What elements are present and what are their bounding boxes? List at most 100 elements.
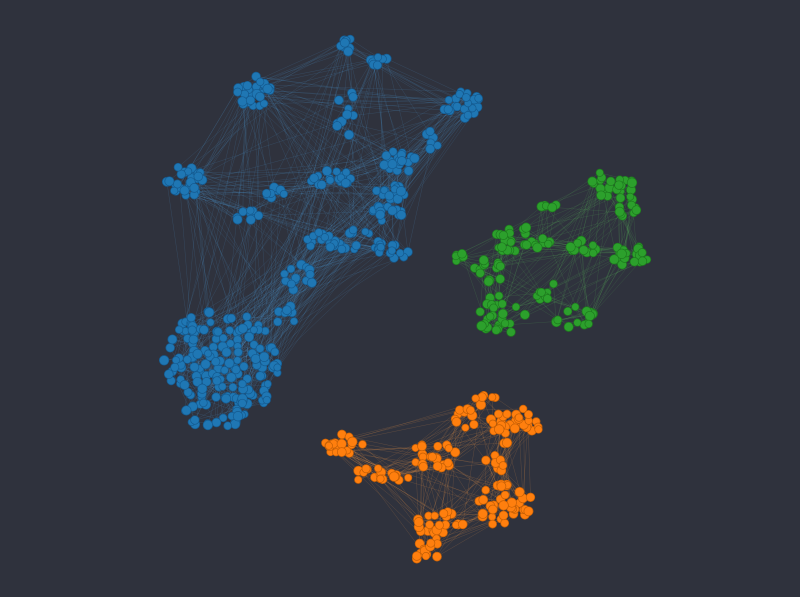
graph-edge [194,194,393,246]
graph-node [461,423,470,432]
graph-node [497,299,507,309]
graph-node [280,269,289,279]
graph-node [495,274,505,284]
graph-node [218,382,227,391]
graph-node [433,441,443,451]
graph-node [425,144,436,154]
graph-edge [262,84,355,250]
graph-edge [242,42,346,399]
graph-edge [448,424,475,449]
graph-edge [353,101,471,116]
graph-node [444,95,453,105]
graph-node [343,46,354,57]
graph-node [451,417,462,427]
graph-edge [377,65,385,166]
graph-node [228,382,238,392]
graph-edge [250,219,302,265]
graph-node [221,347,232,358]
graph-edge [348,134,370,234]
graph-node [491,325,501,335]
graph-edge [184,152,403,191]
graph-node [325,176,335,185]
graph-edge [312,178,330,237]
graph-node [498,230,509,240]
graph-node [231,365,241,375]
graph-edge [291,241,379,313]
graph-edge [182,331,188,360]
graph-node [189,362,200,372]
graph-node [439,508,449,519]
graph-edge [269,87,322,240]
graph-node [361,464,371,474]
graph-edge [498,264,542,293]
graph-node [204,349,213,358]
graph-edge [285,242,383,282]
graph-edge [248,89,471,103]
graph-node [412,551,422,561]
graph-edge [482,470,502,517]
graph-edge [493,242,578,309]
graph-node [542,294,553,304]
graph-node [626,192,635,201]
graph-edge [252,105,315,179]
graph-edge [347,447,416,451]
graph-edge [256,76,458,107]
graph-edge [280,189,366,232]
graph-node [245,214,256,225]
graph-edge [501,246,620,254]
graph-node [475,307,485,317]
graph-node [469,419,479,430]
graph-node [587,176,598,187]
graph-node [488,512,497,521]
graph-node [461,93,471,102]
graph-edge [592,259,615,314]
graph-node [443,458,453,468]
graph-node [511,302,521,312]
graph-node [498,510,509,521]
graph-node [387,159,398,170]
graph-edge [379,106,478,246]
graph-edge [236,91,252,218]
graph-node [270,347,280,357]
graph-edge [356,190,385,246]
graph-edge [194,187,405,195]
graph-node [351,240,361,251]
graph-edge [342,109,449,177]
graph-edge [246,316,295,322]
graph-edge [470,408,524,411]
graph-edge [389,106,456,254]
graph-node [629,257,640,267]
graph-node [523,506,534,517]
graph-node [165,343,175,353]
graph-edge [202,100,251,181]
graph-edge [181,174,271,349]
graph-node [500,490,510,500]
graph-node [237,398,247,408]
graph-edge [622,215,639,249]
graph-node [226,372,237,383]
graph-edge [191,177,296,281]
graph-edge [309,246,381,271]
graph-node [262,395,271,405]
graph-node [332,121,342,131]
graph-edge [309,232,350,275]
graph-edge [274,244,396,353]
graph-edge [379,115,469,246]
graph-node [291,273,301,283]
graph-edge [577,243,591,317]
graph-edge [515,245,594,308]
graph-edge [262,190,401,368]
graph-edge [291,249,380,313]
graph-edge [478,462,496,502]
graph-edge [198,173,272,194]
graph-edge [242,209,397,329]
graph-edge [448,423,493,466]
graph-node [343,129,355,140]
graph-node [488,393,497,402]
graph-edge [380,463,423,480]
graph-node [524,410,533,419]
graph-node [500,518,510,528]
graph-edge [185,198,391,323]
graph-node [255,371,266,381]
graph-node [553,315,563,325]
